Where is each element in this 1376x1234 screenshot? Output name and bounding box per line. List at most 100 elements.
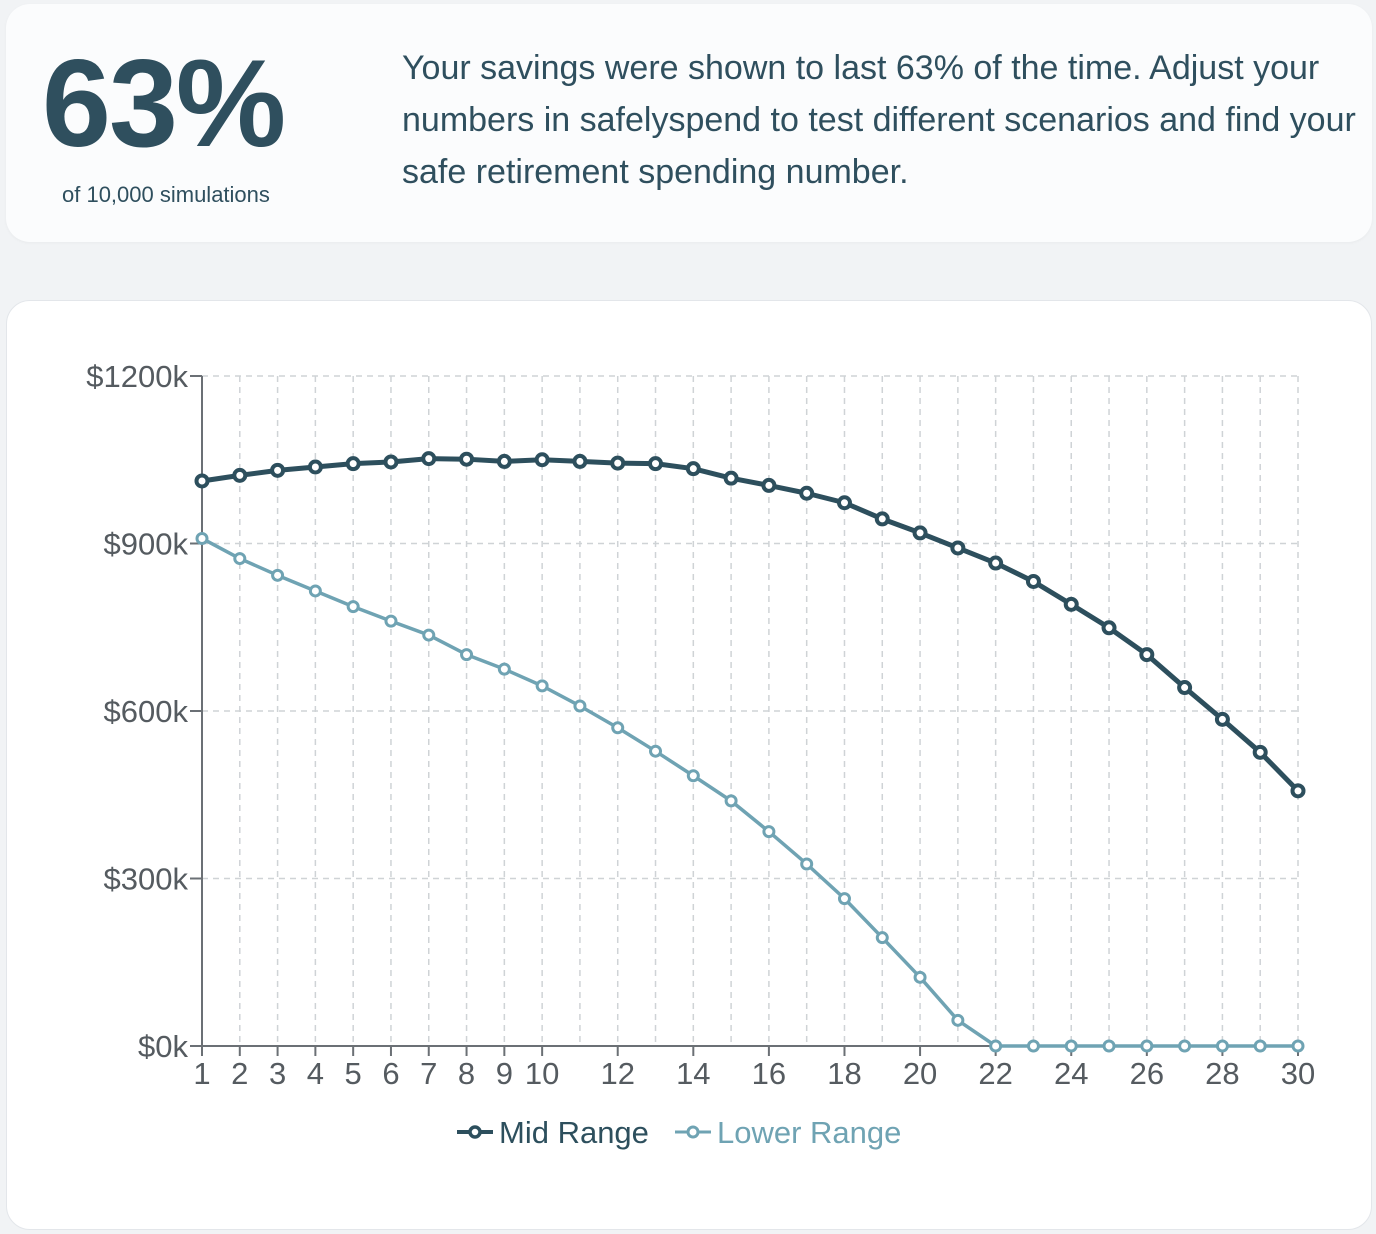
mid-range-point[interactable] — [194, 473, 210, 489]
mid-range-point[interactable] — [799, 485, 815, 501]
legend-label: Lower Range — [717, 1115, 901, 1150]
lower-range-point[interactable] — [1026, 1039, 1040, 1053]
lower-range-line — [200, 536, 1300, 1048]
x-tick-label: 20 — [903, 1056, 937, 1091]
lower-range-point[interactable] — [1291, 1039, 1305, 1053]
lower-range-point[interactable] — [535, 679, 549, 693]
y-tick-label: $300k — [104, 862, 189, 897]
mid-range-point[interactable] — [761, 477, 777, 493]
mid-range-point[interactable] — [874, 511, 890, 527]
lower-range-point[interactable] — [686, 769, 700, 783]
lower-range-point[interactable] — [800, 857, 814, 871]
mid-range-point[interactable] — [1290, 783, 1306, 799]
lower-range-point[interactable] — [1064, 1039, 1078, 1053]
lower-range-point[interactable] — [724, 794, 738, 808]
chart-series — [194, 451, 1306, 1053]
mid-range-point[interactable] — [572, 453, 588, 469]
x-tick-label: 9 — [496, 1056, 513, 1091]
lower-range-point[interactable] — [1215, 1039, 1229, 1053]
lower-range-point[interactable] — [1253, 1039, 1267, 1053]
lower-range-point[interactable] — [460, 648, 474, 662]
lower-range-point[interactable] — [346, 600, 360, 614]
lower-range-point[interactable] — [837, 892, 851, 906]
lower-range-point[interactable] — [875, 931, 889, 945]
mid-range-point[interactable] — [1063, 596, 1079, 612]
mid-range-point[interactable] — [988, 555, 1004, 571]
lower-range-point[interactable] — [1102, 1039, 1116, 1053]
lower-range-point[interactable] — [384, 614, 398, 628]
mid-range-point[interactable] — [836, 495, 852, 511]
x-tick-label: 10 — [525, 1056, 559, 1091]
x-tick-label: 14 — [676, 1056, 710, 1091]
mid-range-point[interactable] — [1214, 711, 1230, 727]
lower-range-point[interactable] — [308, 584, 322, 598]
lower-range-point[interactable] — [1178, 1039, 1192, 1053]
mid-range-point[interactable] — [685, 461, 701, 477]
lower-range-point[interactable] — [611, 721, 625, 735]
mid-range-point[interactable] — [1177, 680, 1193, 696]
y-tick-label: $0k — [138, 1029, 188, 1064]
mid-range-point[interactable] — [534, 452, 550, 468]
x-tick-label: 6 — [382, 1056, 399, 1091]
mid-range-point[interactable] — [307, 459, 323, 475]
lower-range-point[interactable] — [195, 531, 209, 545]
simulation-count-caption: of 10,000 simulations — [62, 182, 270, 207]
x-tick-label: 16 — [752, 1056, 786, 1091]
x-tick-label: 30 — [1281, 1056, 1315, 1091]
lower-range-point[interactable] — [1140, 1039, 1154, 1053]
legend-item-lower-range[interactable]: Lower Range — [675, 1115, 901, 1150]
x-tick-label: 3 — [269, 1056, 286, 1091]
y-tick-label: $600k — [104, 694, 189, 729]
legend-item-mid-range[interactable]: Mid Range — [457, 1115, 649, 1150]
mid-range-point[interactable] — [270, 462, 286, 478]
mid-range-point[interactable] — [1139, 647, 1155, 663]
mid-range-point[interactable] — [345, 456, 361, 472]
mid-range-point[interactable] — [648, 456, 664, 472]
lower-range-point[interactable] — [422, 628, 436, 642]
mid-range-point[interactable] — [1025, 573, 1041, 589]
mid-range-point[interactable] — [610, 455, 626, 471]
x-tick-label: 26 — [1130, 1056, 1164, 1091]
mid-range-point[interactable] — [950, 540, 966, 556]
x-tick-label: 12 — [600, 1056, 634, 1091]
legend-label: Mid Range — [499, 1115, 649, 1150]
chart-legend[interactable]: Mid Range Lower Range — [457, 1115, 901, 1150]
mid-range-point[interactable] — [1252, 744, 1268, 760]
lower-range-point[interactable] — [497, 662, 511, 676]
x-tick-label: 24 — [1054, 1056, 1088, 1091]
lower-range-point[interactable] — [762, 825, 776, 839]
mid-range-point[interactable] — [496, 453, 512, 469]
summary-card: 63% of 10,000 simulations Your savings w… — [6, 4, 1372, 242]
summary-message: Your savings were shown to last 63% of t… — [402, 49, 1356, 191]
lower-range-point[interactable] — [649, 744, 663, 758]
y-tick-label: $900k — [104, 527, 189, 562]
x-tick-label: 5 — [345, 1056, 362, 1091]
chart-card: $0k $300k $600k $900k $1200k 1 2 3 4 5 6 7 8 9 10 12 14 1… — [6, 300, 1372, 1230]
mid-range-point[interactable] — [1101, 620, 1117, 636]
x-tick-label: 7 — [420, 1056, 437, 1091]
lower-range-point[interactable] — [573, 699, 587, 713]
lower-range-point[interactable] — [913, 970, 927, 984]
mid-range-point[interactable] — [383, 454, 399, 470]
mid-range-point[interactable] — [723, 470, 739, 486]
x-tick-label: 18 — [827, 1056, 861, 1091]
success-percentage: 63% — [42, 35, 286, 173]
lower-range-point[interactable] — [233, 552, 247, 566]
x-tick-label: 28 — [1205, 1056, 1239, 1091]
x-tick-label: 1 — [193, 1056, 210, 1091]
mid-range-point[interactable] — [459, 451, 475, 467]
mid-range-point[interactable] — [421, 451, 437, 467]
chart-grid — [202, 375, 1299, 1046]
legend-marker-icon — [468, 1125, 482, 1139]
x-tick-label: 8 — [458, 1056, 475, 1091]
mid-range-point[interactable] — [912, 525, 928, 541]
mid-range-point[interactable] — [232, 467, 248, 483]
lower-range-point[interactable] — [271, 568, 285, 582]
lower-range-point[interactable] — [989, 1039, 1003, 1053]
x-tick-label: 22 — [978, 1056, 1012, 1091]
legend-marker-icon — [686, 1125, 700, 1139]
lower-range-point[interactable] — [951, 1013, 965, 1027]
x-tick-label: 2 — [231, 1056, 248, 1091]
